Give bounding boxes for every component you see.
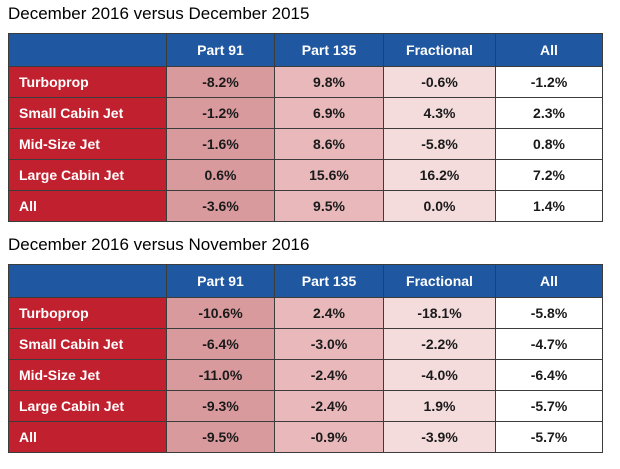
value-cell: 4.3%: [383, 97, 496, 129]
row-label: Mid-Size Jet: [8, 128, 167, 160]
value-cell: 15.6%: [274, 159, 384, 191]
corner-cell: [8, 33, 167, 67]
row-label: Large Cabin Jet: [8, 390, 167, 422]
column-header-part-135: Part 135: [274, 33, 384, 67]
value-cell: 0.8%: [495, 128, 603, 160]
value-cell: 0.0%: [383, 190, 496, 222]
value-cell: -5.8%: [383, 128, 496, 160]
value-cell: 1.4%: [495, 190, 603, 222]
value-cell: -9.3%: [166, 390, 275, 422]
value-cell: -11.0%: [166, 359, 275, 391]
value-cell: 6.9%: [274, 97, 384, 129]
table-row: Mid-Size Jet -11.0% -2.4% -4.0% -6.4%: [8, 359, 603, 391]
value-cell: -2.2%: [383, 328, 496, 360]
table-row: All -9.5% -0.9% -3.9% -5.7%: [8, 421, 603, 453]
value-cell: -1.2%: [495, 66, 603, 98]
header-row: Part 91 Part 135 Fractional All: [8, 33, 603, 67]
table-row: Large Cabin Jet 0.6% 15.6% 16.2% 7.2%: [8, 159, 603, 191]
row-label: Small Cabin Jet: [8, 97, 167, 129]
value-cell: 7.2%: [495, 159, 603, 191]
value-cell: -3.0%: [274, 328, 384, 360]
table-row: Mid-Size Jet -1.6% 8.6% -5.8% 0.8%: [8, 128, 603, 160]
table-row: Turboprop -10.6% 2.4% -18.1% -5.8%: [8, 297, 603, 329]
row-label: All: [8, 190, 167, 222]
value-cell: -0.6%: [383, 66, 496, 98]
value-cell: -4.7%: [495, 328, 603, 360]
column-header-part-91: Part 91: [166, 264, 275, 298]
header-row: Part 91 Part 135 Fractional All: [8, 264, 603, 298]
value-cell: -2.4%: [274, 390, 384, 422]
column-header-all: All: [495, 264, 603, 298]
comparison-table-nov-2016: Part 91 Part 135 Fractional All Turbopro…: [8, 264, 603, 453]
column-header-part-135: Part 135: [274, 264, 384, 298]
value-cell: -1.2%: [166, 97, 275, 129]
table-1-title: December 2016 versus December 2015: [8, 4, 310, 23]
value-cell: -4.0%: [383, 359, 496, 391]
value-cell: -8.2%: [166, 66, 275, 98]
value-cell: 2.4%: [274, 297, 384, 329]
table-row: Turboprop -8.2% 9.8% -0.6% -1.2%: [8, 66, 603, 98]
value-cell: 0.6%: [166, 159, 275, 191]
value-cell: 9.5%: [274, 190, 384, 222]
corner-cell: [8, 264, 167, 298]
value-cell: -0.9%: [274, 421, 384, 453]
comparison-table-dec-2015: Part 91 Part 135 Fractional All Turbopro…: [8, 33, 603, 222]
value-cell: 2.3%: [495, 97, 603, 129]
row-label: Mid-Size Jet: [8, 359, 167, 391]
table-row: Small Cabin Jet -6.4% -3.0% -2.2% -4.7%: [8, 328, 603, 360]
value-cell: -10.6%: [166, 297, 275, 329]
value-cell: -5.7%: [495, 390, 603, 422]
row-label: Small Cabin Jet: [8, 328, 167, 360]
row-label: Turboprop: [8, 66, 167, 98]
value-cell: -3.9%: [383, 421, 496, 453]
row-label: Turboprop: [8, 297, 167, 329]
value-cell: -1.6%: [166, 128, 275, 160]
value-cell: -5.8%: [495, 297, 603, 329]
value-cell: 1.9%: [383, 390, 496, 422]
column-header-fractional: Fractional: [383, 33, 496, 67]
value-cell: -18.1%: [383, 297, 496, 329]
column-header-fractional: Fractional: [383, 264, 496, 298]
value-cell: 16.2%: [383, 159, 496, 191]
value-cell: -6.4%: [166, 328, 275, 360]
value-cell: -3.6%: [166, 190, 275, 222]
value-cell: 9.8%: [274, 66, 384, 98]
table-row: Small Cabin Jet -1.2% 6.9% 4.3% 2.3%: [8, 97, 603, 129]
value-cell: 8.6%: [274, 128, 384, 160]
column-header-all: All: [495, 33, 603, 67]
row-label: Large Cabin Jet: [8, 159, 167, 191]
table-row: Large Cabin Jet -9.3% -2.4% 1.9% -5.7%: [8, 390, 603, 422]
value-cell: -6.4%: [495, 359, 603, 391]
column-header-part-91: Part 91: [166, 33, 275, 67]
table-2-title: December 2016 versus November 2016: [8, 235, 310, 254]
row-label: All: [8, 421, 167, 453]
value-cell: -2.4%: [274, 359, 384, 391]
value-cell: -5.7%: [495, 421, 603, 453]
table-row: All -3.6% 9.5% 0.0% 1.4%: [8, 190, 603, 222]
value-cell: -9.5%: [166, 421, 275, 453]
